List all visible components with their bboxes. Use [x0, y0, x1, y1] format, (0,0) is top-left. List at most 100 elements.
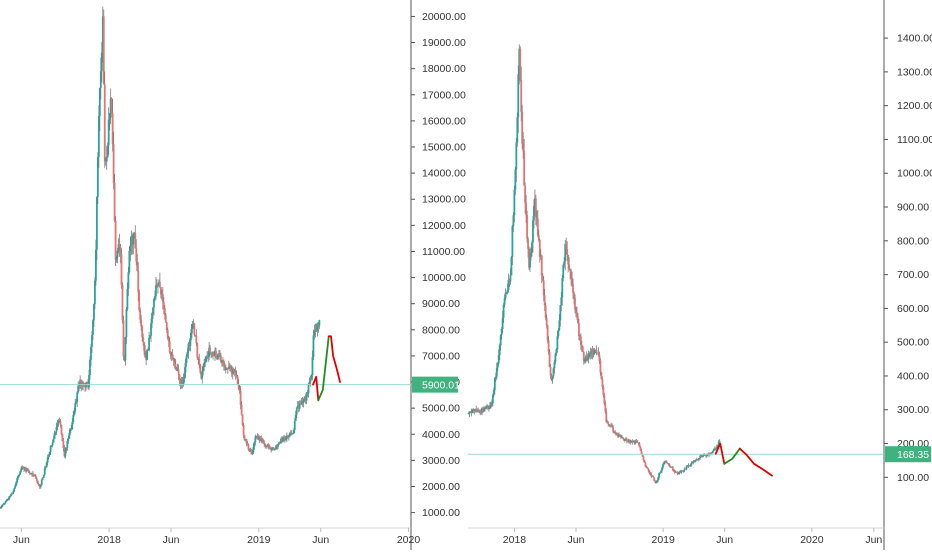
candle-body: [223, 366, 226, 370]
candle-body: [505, 292, 508, 293]
candle-body: [494, 376, 497, 379]
candle-body: [525, 202, 528, 215]
candle-body: [284, 437, 286, 440]
candle-body: [488, 408, 490, 410]
candle-body: [261, 438, 264, 440]
candle-body: [662, 464, 664, 468]
candle-body: [153, 298, 155, 308]
candle-body: [663, 462, 665, 465]
candle-body: [262, 439, 265, 444]
candle-body: [169, 352, 172, 356]
candle-body: [648, 470, 651, 473]
candle-body: [691, 462, 694, 464]
price-tick-label: 700.00: [897, 269, 929, 281]
candle-body: [616, 434, 618, 436]
candle-body: [127, 272, 130, 289]
candle-body: [642, 456, 645, 461]
candle-body: [185, 356, 188, 364]
candle-body: [312, 335, 315, 358]
candle-body: [175, 368, 178, 371]
candle-body: [673, 471, 676, 473]
candle-body: [257, 435, 260, 440]
candle-body: [608, 424, 611, 426]
projection-drawing-up: [317, 336, 330, 402]
price-tick-label: 2000.00: [422, 481, 460, 493]
candle-body: [534, 198, 536, 206]
candle-body: [3, 503, 6, 505]
candle-body: [53, 432, 56, 439]
candle-body: [97, 116, 100, 157]
candle-body: [585, 356, 588, 360]
candle-body: [594, 349, 597, 351]
candle-body: [37, 483, 40, 486]
candle-body: [205, 356, 208, 362]
candle-body: [623, 439, 626, 441]
candle-body: [299, 402, 302, 404]
candle-body: [274, 448, 276, 450]
candle-body: [134, 233, 137, 249]
candle-body: [315, 329, 318, 332]
candle-body: [116, 250, 119, 258]
candle-body: [11, 493, 14, 495]
candle-body: [639, 447, 642, 451]
candle-body: [625, 438, 628, 441]
candle-body: [140, 319, 143, 327]
projection-drawing-down: [312, 375, 320, 402]
candle-body: [667, 463, 670, 466]
candle-body: [468, 411, 471, 415]
candle-body: [504, 292, 507, 299]
candle-body: [118, 244, 121, 248]
candle-body: [220, 356, 222, 363]
candle-body: [172, 359, 175, 361]
candle-body: [478, 410, 481, 413]
candle-body: [128, 250, 131, 273]
candle-body: [130, 236, 133, 246]
candle-body: [645, 466, 648, 468]
candle-body: [49, 445, 52, 452]
price-tick-label: 9000.00: [422, 298, 460, 310]
candle-body: [246, 443, 249, 445]
candle-body: [152, 307, 154, 314]
candle-body: [146, 349, 148, 360]
candle-body: [207, 356, 210, 358]
candle-body: [570, 271, 572, 278]
candle-body: [31, 472, 34, 476]
candle-body: [601, 379, 604, 388]
candle-body: [42, 474, 45, 478]
candle-body: [148, 337, 150, 351]
candle-body: [301, 401, 304, 403]
candle-body: [502, 304, 505, 318]
candle-body: [562, 264, 565, 278]
candle-body: [255, 436, 258, 438]
price-tick-label: 100.00: [897, 472, 929, 484]
candle-body: [267, 444, 270, 447]
candle-body: [687, 465, 690, 467]
candle-body: [44, 467, 47, 469]
candle-body: [279, 442, 281, 444]
candle-body: [559, 305, 562, 321]
candle-body: [688, 465, 691, 467]
candle-body: [96, 156, 99, 197]
candle-body: [243, 435, 246, 441]
candle-body: [471, 410, 474, 414]
candle-body: [241, 414, 244, 426]
price-tick-label: 1100.00: [897, 134, 932, 146]
time-tick-label: 2018: [503, 534, 527, 546]
candle-body: [528, 248, 530, 268]
candle-body: [0, 507, 2, 509]
price-tick-label: 1000.00: [897, 168, 932, 180]
candle-body: [473, 409, 476, 412]
candle-body: [201, 371, 204, 379]
candle-body: [580, 344, 583, 347]
candle-body: [63, 448, 66, 457]
price-tick-label: 12000.00: [422, 220, 466, 232]
candle-body: [73, 411, 76, 415]
candle-body: [33, 475, 36, 477]
candle-body: [168, 341, 171, 353]
candle-body: [265, 445, 268, 447]
candle-body: [523, 151, 526, 186]
candle-body: [689, 465, 692, 467]
candle-body: [714, 448, 717, 450]
candle-body: [150, 323, 152, 336]
